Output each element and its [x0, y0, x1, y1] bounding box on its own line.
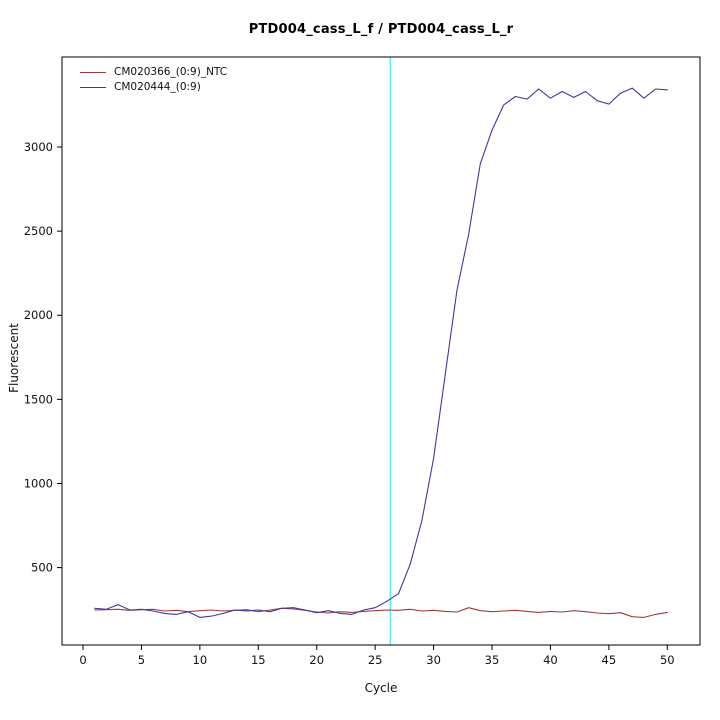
y-tick-label: 500 — [31, 561, 53, 575]
y-tick-label: 1000 — [24, 476, 53, 490]
chart-title: PTD004_cass_L_f / PTD004_cass_L_r — [248, 22, 514, 37]
x-tick-label: 50 — [660, 653, 675, 667]
y-tick-label: 2000 — [24, 308, 53, 322]
x-tick-label: 45 — [602, 653, 617, 667]
x-tick-label: 20 — [309, 653, 324, 667]
x-tick-label: 25 — [368, 653, 383, 667]
y-tick-label: 1500 — [24, 392, 53, 406]
legend-label-ntc: CM020366_(0:9)_NTC — [114, 66, 228, 78]
x-tick-label: 10 — [193, 653, 208, 667]
x-axis-label: Cycle — [364, 681, 398, 695]
legend-item-sample: CM020444_(0:9) — [80, 81, 227, 93]
y-tick-label: 3000 — [24, 140, 53, 154]
x-tick-label: 30 — [426, 653, 441, 667]
series-line-ntc — [94, 607, 668, 618]
legend-line-ntc — [80, 71, 106, 73]
legend-line-sample — [80, 86, 106, 88]
series-line-sample — [94, 87, 668, 618]
x-tick-label: 40 — [543, 653, 558, 667]
chart-legend: CM020366_(0:9)_NTC CM020444_(0:9) — [80, 66, 227, 93]
plot-border — [61, 56, 701, 646]
x-tick-label: 5 — [138, 653, 145, 667]
legend-label-sample: CM020444_(0:9) — [114, 81, 201, 93]
y-tick-label: 2500 — [24, 224, 53, 238]
legend-item-ntc: CM020366_(0:9)_NTC — [80, 66, 227, 78]
x-tick-label: 35 — [485, 653, 500, 667]
y-axis-label: Fluorescent — [7, 323, 21, 393]
x-tick-label: 15 — [251, 653, 266, 667]
x-tick-label: 0 — [79, 653, 86, 667]
